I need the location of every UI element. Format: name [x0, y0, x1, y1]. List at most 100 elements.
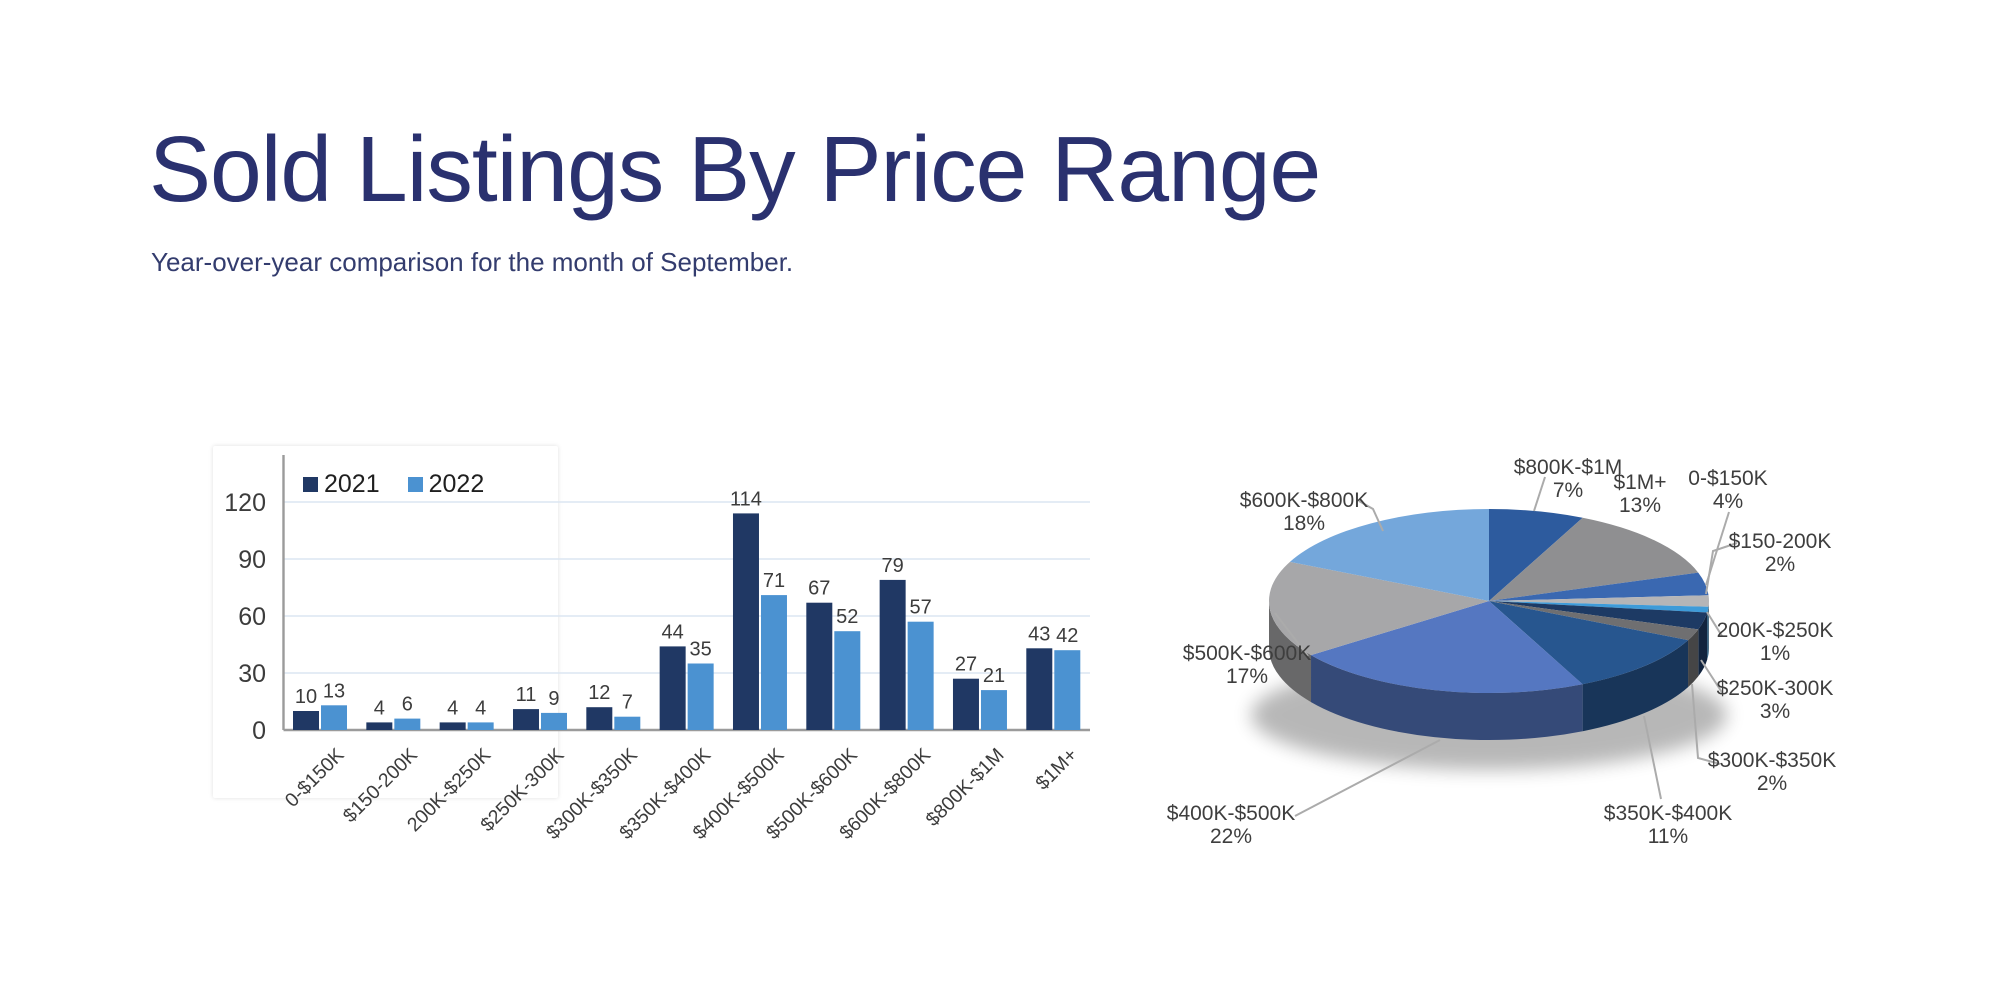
bar-value-label: 44	[662, 621, 684, 643]
bar-2022-$500K-$600K	[834, 631, 861, 730]
chart-placeholder-panel	[213, 446, 558, 798]
bar-2021-200K-$250K	[439, 722, 466, 730]
pie-label-percent: 13%	[1619, 494, 1661, 517]
pie-label-percent: 7%	[1553, 479, 1583, 502]
bar-value-label: 35	[690, 639, 712, 661]
pie-leader-line-$300K-$350K	[1691, 683, 1721, 765]
page-subtitle: Year-over-year comparison for the month …	[151, 247, 794, 277]
bar-value-label: 21	[983, 665, 1005, 687]
bar-value-label: 43	[1028, 623, 1050, 645]
pie-label-name: $500K-$600K	[1183, 642, 1311, 665]
pie-label-percent: 2%	[1757, 772, 1787, 795]
bar-2021-0-$150K	[293, 711, 319, 730]
bar-2022-$300K-$350K	[614, 716, 641, 730]
bar-value-label: 4	[374, 697, 385, 719]
pie-slice-$300K-$350K	[1489, 601, 1699, 641]
bar-2022-$250K-300K	[540, 712, 567, 730]
pie-slice-$500K-$600K	[1269, 561, 1489, 656]
pie-leader-line-200K-$250K	[1706, 611, 1723, 637]
bar-value-label: 7	[622, 692, 633, 714]
bar-value-label: 27	[955, 654, 977, 676]
y-axis-tick-label: 0	[252, 717, 266, 745]
pie-label-name: $800K-$1M	[1514, 456, 1623, 479]
pie-leader-line-$400K-$500K	[1294, 739, 1441, 817]
x-axis-category-label: $800K-$1M	[922, 744, 1009, 831]
bar-value-label: 6	[402, 694, 413, 716]
pie-label-name: $250K-300K	[1717, 677, 1834, 700]
bar-2022-$1M+	[1054, 650, 1081, 730]
pie-slice-side-200K-$250K	[1707, 606, 1709, 660]
pie-label-name: $350K-$400K	[1604, 802, 1732, 825]
bar-2021-$600K-$800K	[879, 579, 906, 730]
pie-label-percent: 2%	[1765, 553, 1795, 576]
legend-item-2021: 2021	[303, 470, 380, 499]
x-axis-category-label: 0-$150K	[281, 744, 349, 812]
bar-2021-$350K-$400K	[659, 646, 686, 730]
bar-2021-$400K-$500K	[732, 513, 759, 730]
pie-leader-line-$600K-$800K	[1358, 500, 1384, 532]
pie-slice-$150-200K	[1489, 595, 1710, 607]
bar-value-label: 79	[882, 555, 904, 577]
pie-slice-side-$300K-$350K	[1688, 629, 1699, 688]
bar-value-label: 52	[836, 606, 858, 628]
bar-2021-$250K-300K	[512, 709, 539, 730]
pie-leader-line-$800K-$1M	[1533, 476, 1546, 512]
pie-label-name: $300K-$350K	[1708, 749, 1836, 772]
bar-2022-0-$150K	[321, 705, 347, 730]
bar-value-label: 10	[295, 686, 317, 708]
bar-2021-$1M+	[1026, 648, 1053, 730]
bar-value-label: 57	[910, 597, 932, 619]
bar-value-label: 11	[516, 684, 537, 706]
pie-label-percent: 11%	[1648, 825, 1688, 848]
page-title: Sold Listings By Price Range	[149, 117, 1321, 221]
pie-label-percent: 3%	[1760, 700, 1790, 723]
bar-value-label: 67	[808, 578, 830, 600]
pie-slice-$400K-$500K	[1311, 601, 1583, 693]
legend-label-2022: 2022	[428, 470, 485, 498]
pie-slice-$600K-$800K	[1289, 509, 1489, 601]
bar-value-label: 114	[730, 488, 762, 510]
pie-label-name: $400K-$500K	[1167, 802, 1295, 825]
bar-2022-$800K-$1M	[980, 690, 1007, 730]
bar-2021-$150-200K	[366, 722, 393, 730]
bar-2022-$350K-$400K	[687, 663, 714, 730]
pie-slice-0-$150K	[1489, 572, 1709, 601]
pie-slice-$1M+	[1489, 517, 1699, 601]
pie-label-percent: 4%	[1713, 490, 1743, 513]
pie-leader-line-$150-200K	[1705, 542, 1738, 595]
pie-leader-line-$350K-$400K	[1643, 715, 1662, 800]
bar-value-label: 4	[475, 697, 486, 719]
legend-swatch-2022	[407, 477, 423, 492]
pie-slice-side-$500K-$600K	[1269, 601, 1312, 703]
x-axis-category-label: $1M+	[1031, 744, 1081, 794]
bar-2022-200K-$250K	[467, 722, 494, 730]
bar-value-label: 13	[323, 680, 345, 702]
pie-slice-$350K-$400K	[1489, 601, 1689, 685]
pie-label-percent: 1%	[1760, 642, 1790, 665]
pie-chart: $800K-$1M7% $1M+13%0-$150K4%$150-200K2%20…	[1167, 456, 1836, 848]
bar-value-label: 9	[548, 688, 559, 710]
pie-slice-$800K-$1M	[1489, 509, 1583, 601]
pie-slice-side-$350K-$400K	[1582, 640, 1689, 732]
legend-item-2022: 2022	[407, 470, 485, 499]
pie-label-name: 0-$150K	[1688, 467, 1767, 490]
legend-label-2021: 2021	[324, 470, 380, 498]
bar-2022-$600K-$800K	[907, 621, 934, 730]
pie-leader-line-$500K-$600K	[1274, 612, 1309, 657]
pie-label-percent: 18%	[1283, 512, 1325, 535]
pie-slice-200K-$250K	[1489, 601, 1709, 613]
bar-chart-legend: 2021 2022	[303, 470, 484, 499]
pie-label-name: 200K-$250K	[1717, 619, 1834, 642]
pie-label-name: $150-200K	[1729, 530, 1832, 553]
bar-2021-$500K-$600K	[806, 602, 833, 730]
legend-swatch-2021	[303, 477, 318, 492]
bar-value-label: 42	[1056, 625, 1078, 647]
bar-value-label: 12	[588, 682, 610, 704]
y-axis-tick-label: 90	[238, 546, 266, 574]
y-axis-tick-label: 120	[224, 489, 266, 517]
pie-label-percent: 22%	[1210, 825, 1252, 848]
y-axis-tick-label: 60	[238, 603, 266, 631]
